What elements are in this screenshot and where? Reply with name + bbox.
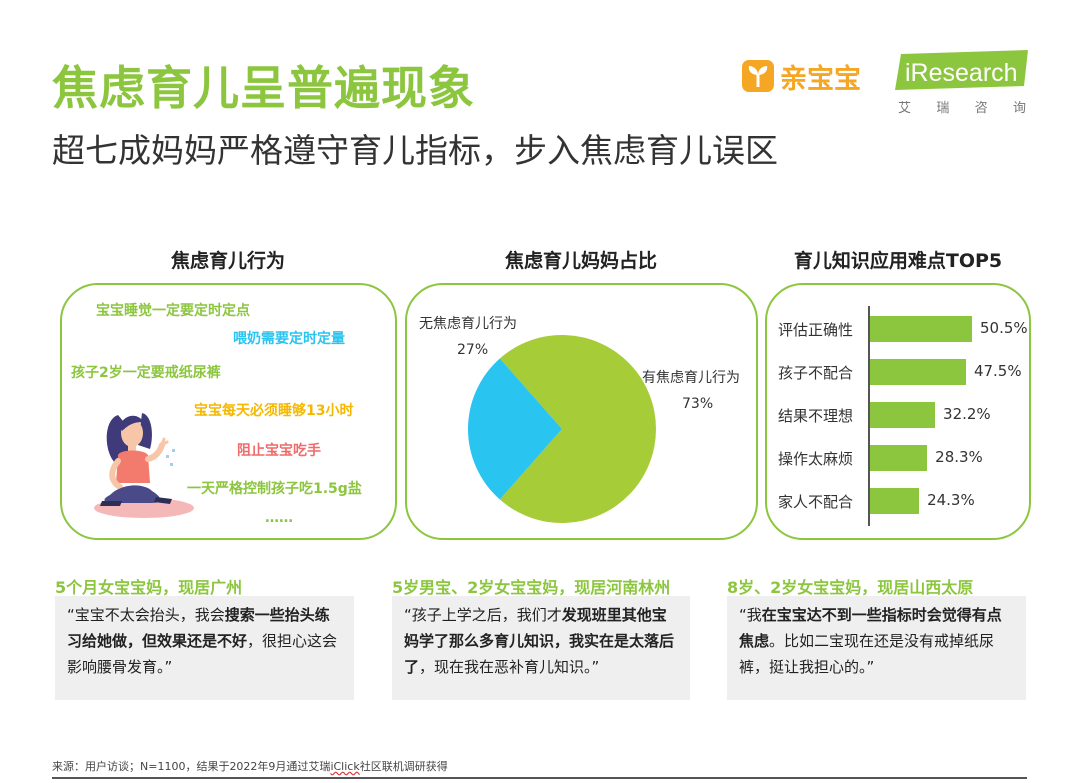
behavior-item: 宝宝每天必须睡够13小时 bbox=[194, 403, 354, 419]
pie-slice-label: 有焦虑育儿行为 bbox=[642, 370, 740, 386]
behavior-item: 孩子2岁一定要戒纸尿裤 bbox=[71, 365, 221, 381]
bar-category-label: 操作太麻烦 bbox=[778, 450, 854, 468]
iresearch-logo: iResearch bbox=[895, 50, 1028, 90]
source-note: 来源：用户访谈；N=1100，结果于2022年9月通过艾瑞iClick社区联机调… bbox=[52, 758, 448, 774]
iresearch-sub-char: 询 bbox=[1012, 101, 1026, 116]
case-heading: 8岁、2岁女宝宝妈，现居山西太原 bbox=[727, 578, 974, 597]
quote-text: 。比如二宝现在还是没有戒掉纸尿裤，挺让我担心的。” bbox=[739, 632, 995, 676]
bar bbox=[870, 445, 928, 471]
qinbaobao-logo: 亲宝宝 bbox=[742, 58, 861, 95]
behavior-item: 阻止宝宝吃手 bbox=[237, 443, 321, 459]
sprout-icon bbox=[742, 60, 774, 92]
case-heading: 5个月女宝宝妈，现居广州 bbox=[55, 578, 243, 597]
bar-value-label: 28.3% bbox=[935, 448, 983, 466]
bar-category-label: 家人不配合 bbox=[778, 493, 854, 511]
bar-value-label: 32.2% bbox=[943, 405, 991, 423]
bar-value-label: 47.5% bbox=[973, 362, 1022, 380]
behavior-item: 一天严格控制孩子吃1.5g盐 bbox=[187, 481, 362, 497]
bar-section-title: 育儿知识应用难点TOP5 bbox=[793, 250, 1003, 272]
bar bbox=[870, 402, 936, 428]
iresearch-sub-char: 瑞 bbox=[936, 101, 950, 116]
case-quote: “宝宝不太会抬头，我会搜索一些抬头练习给她做，但效果还是不好，很担心这会影响腰骨… bbox=[55, 596, 354, 700]
qinbaobao-logo-text: 亲宝宝 bbox=[780, 63, 861, 95]
page-subtitle: 超七成妈妈严格遵守育儿指标，步入焦虑育儿误区 bbox=[52, 131, 778, 170]
iresearch-sub-char: 咨 bbox=[974, 101, 988, 116]
behavior-section-title: 焦虑育儿行为 bbox=[170, 250, 285, 272]
quote-text: “宝宝不太会抬头，我会 bbox=[67, 606, 225, 624]
bar-category-label: 评估正确性 bbox=[778, 321, 854, 339]
bar-value-label: 50.5% bbox=[980, 319, 1028, 337]
bar bbox=[870, 488, 920, 514]
case-quote: “孩子上学之后，我们才发现班里其他宝妈学了那么多育儿知识，我实在是太落后了，现在… bbox=[392, 596, 690, 700]
quote-highlight: 在宝宝达不到一些指标时会觉得有点焦虑 bbox=[739, 606, 1002, 650]
pie-slice bbox=[499, 335, 656, 523]
bar-category-label: 结果不理想 bbox=[778, 407, 854, 425]
source-suffix: 社区联机调研获得 bbox=[359, 760, 448, 773]
source-brand: iClick bbox=[330, 760, 360, 773]
meditating-mother-illustration bbox=[94, 413, 194, 518]
source-prefix: 来源：用户访谈；N=1100，结果于2022年9月通过艾瑞 bbox=[52, 760, 331, 773]
pie-slice-label: 无焦虑育儿行为 bbox=[419, 316, 517, 332]
pie-slice-value: 27% bbox=[457, 342, 488, 358]
quote-highlight: 搜索一些抬头练习给她做，但效果还是不好 bbox=[67, 606, 330, 650]
iresearch-logo-subtitle: 艾 瑞 咨 询 bbox=[898, 97, 1026, 116]
pie-section-title: 焦虑育儿妈妈占比 bbox=[504, 250, 657, 272]
quote-highlight: 发现班里其他宝妈学了那么多育儿知识，我实在是太落后了 bbox=[404, 606, 675, 676]
bar-value-label: 24.3% bbox=[927, 491, 975, 509]
iresearch-sub-char: 艾 bbox=[898, 101, 912, 116]
bar bbox=[870, 359, 966, 385]
pie-slice bbox=[468, 358, 562, 500]
page-title: 焦虑育儿呈普遍现象 bbox=[52, 61, 475, 115]
quote-text: “孩子上学之后，我们才 bbox=[404, 606, 562, 624]
quote-text: ，现在我在恶补育儿知识。” bbox=[419, 658, 600, 676]
footer-divider bbox=[52, 777, 1027, 779]
bar bbox=[870, 316, 972, 342]
bar-category-label: 孩子不配合 bbox=[778, 364, 854, 382]
pie-chart: 有焦虑育儿行为 73% 无焦虑育儿行为 27% bbox=[419, 316, 740, 523]
pie-slice-value: 73% bbox=[682, 396, 713, 412]
quote-text: “我 bbox=[739, 606, 762, 624]
case-heading: 5岁男宝、2岁女宝宝妈，现居河南林州 bbox=[392, 578, 671, 597]
behavior-item: …… bbox=[265, 510, 293, 526]
iresearch-logo-text: iResearch bbox=[905, 59, 1018, 87]
behavior-item: 喂奶需要定时定量 bbox=[233, 331, 345, 347]
bar-axis-line bbox=[868, 306, 870, 526]
behavior-item: 宝宝睡觉一定要定时定点 bbox=[96, 303, 250, 319]
case-quote: “我在宝宝达不到一些指标时会觉得有点焦虑。比如二宝现在还是没有戒掉纸尿裤，挺让我… bbox=[727, 596, 1026, 700]
quote-text: ，很担心这会影响腰骨发育。” bbox=[67, 632, 338, 676]
